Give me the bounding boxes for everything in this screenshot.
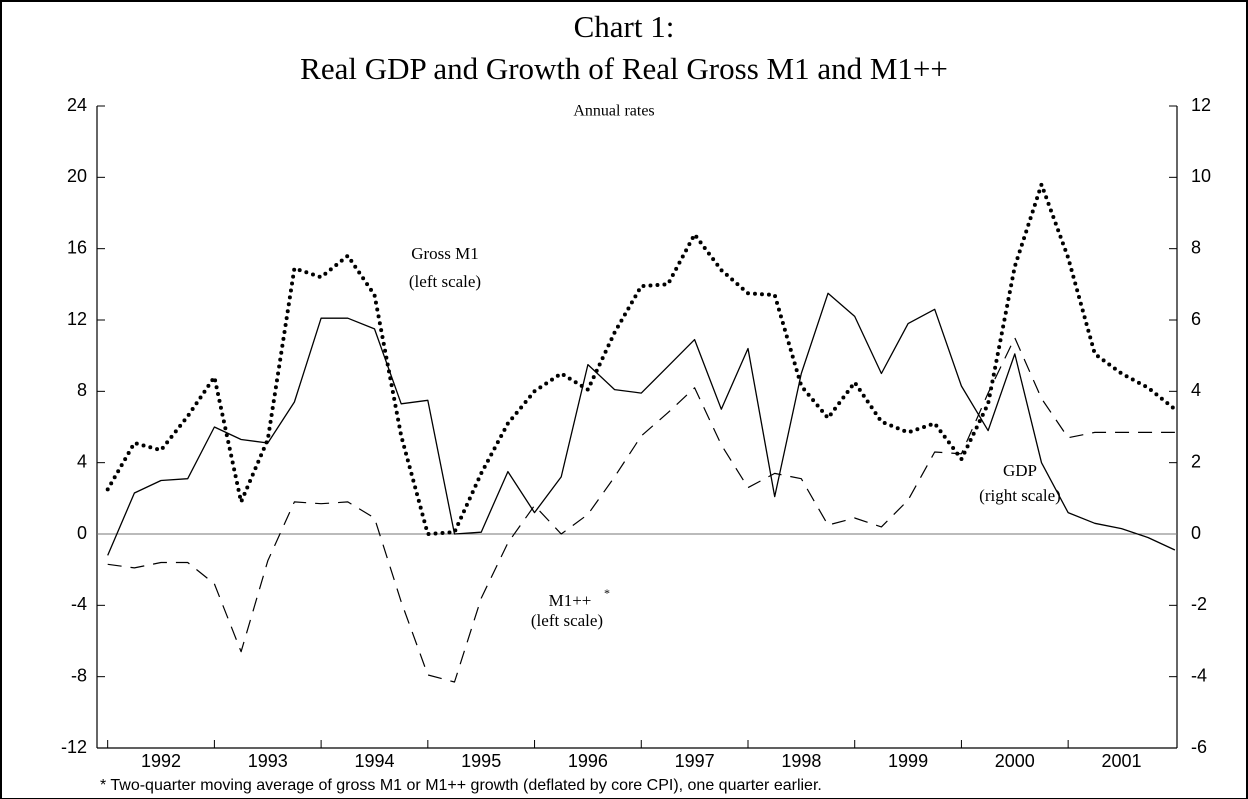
- footnote: * Two-quarter moving average of gross M1…: [100, 777, 822, 794]
- y2-tick-label: 10: [1191, 166, 1211, 186]
- x-tick-label: 1996: [568, 751, 608, 771]
- x-tick-label: 1997: [675, 751, 715, 771]
- x-tick-label: 1995: [461, 751, 501, 771]
- annotation: (left scale): [531, 611, 603, 630]
- series-line: [107, 292, 1176, 556]
- x-tick-label: 2000: [995, 751, 1035, 771]
- x-tick-label: 1993: [248, 751, 288, 771]
- series-line: [105, 182, 1177, 536]
- x-tick-label: 2001: [1101, 751, 1141, 771]
- y-tick-label: -12: [61, 737, 87, 757]
- y-tick-label: 24: [67, 95, 87, 115]
- y2-tick-label: 4: [1191, 380, 1201, 400]
- y2-tick-label: 6: [1191, 309, 1201, 329]
- x-tick-label: 1994: [354, 751, 394, 771]
- x-tick-label: 1992: [141, 751, 181, 771]
- annotation: (left scale): [409, 272, 481, 291]
- series-line: [107, 337, 1175, 683]
- y-tick-label: -4: [71, 594, 87, 614]
- x-tick-label: 1998: [781, 751, 821, 771]
- y2-tick-label: 0: [1191, 523, 1201, 543]
- y-tick-label: 4: [77, 451, 87, 471]
- chart-title: Real GDP and Growth of Real Gross M1 and…: [300, 51, 948, 86]
- chart-title: Chart 1:: [574, 9, 675, 44]
- y-tick-label: 12: [67, 309, 87, 329]
- y2-tick-label: -6: [1191, 737, 1207, 757]
- y-tick-label: 8: [77, 380, 87, 400]
- annotation: Gross M1: [411, 244, 479, 263]
- note: Annual rates: [573, 103, 654, 120]
- y-tick-label: 0: [77, 523, 87, 543]
- annotation: GDP: [1003, 461, 1037, 480]
- y-tick-label: 20: [67, 166, 87, 186]
- x-tick-label: 1999: [888, 751, 928, 771]
- annotation: *: [604, 586, 610, 600]
- y-tick-label: 16: [67, 237, 87, 257]
- y2-tick-label: 2: [1191, 451, 1201, 471]
- annotation: M1++: [549, 591, 592, 610]
- y-tick-label: -8: [71, 665, 87, 685]
- y2-tick-label: -2: [1191, 594, 1207, 614]
- y2-tick-label: 8: [1191, 237, 1201, 257]
- annotation: (right scale): [979, 486, 1061, 505]
- y2-tick-label: 12: [1191, 95, 1211, 115]
- y2-tick-label: -4: [1191, 665, 1207, 685]
